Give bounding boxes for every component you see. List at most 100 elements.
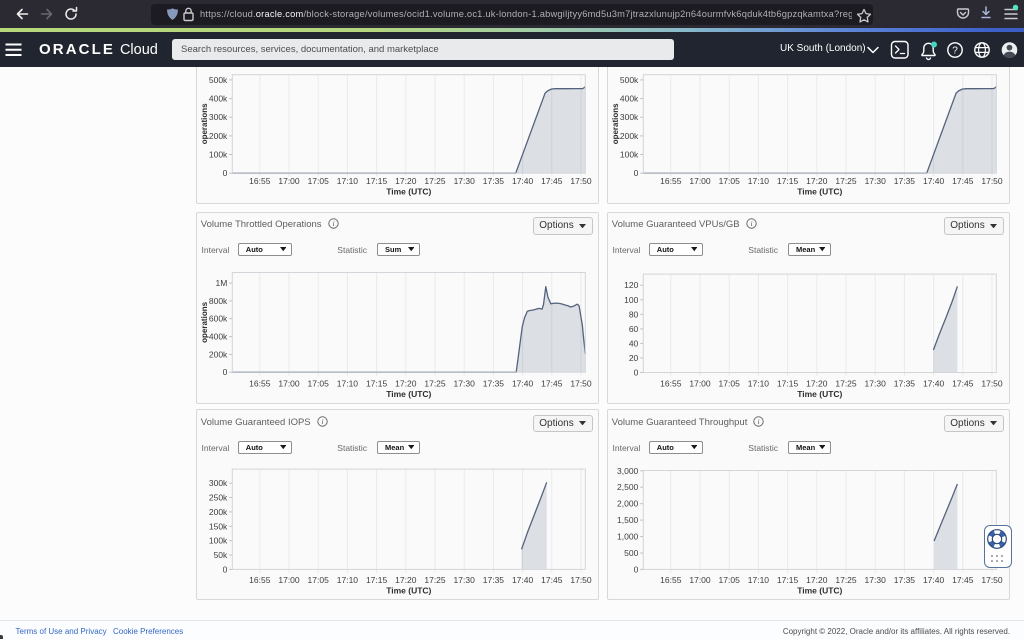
svg-text:17:25: 17:25 xyxy=(424,575,446,585)
svg-text:17:20: 17:20 xyxy=(395,378,417,388)
svg-text:17:20: 17:20 xyxy=(806,176,828,186)
svg-text:100k: 100k xyxy=(620,149,639,159)
svg-text:operations: operations xyxy=(200,301,209,342)
svg-text:17:45: 17:45 xyxy=(952,176,974,186)
svg-text:17:25: 17:25 xyxy=(835,176,857,186)
svg-text:i: i xyxy=(332,219,334,228)
svg-text:17:15: 17:15 xyxy=(777,378,799,388)
svg-text:17:45: 17:45 xyxy=(952,378,974,388)
svg-text:20: 20 xyxy=(629,352,639,362)
svg-text:40: 40 xyxy=(629,338,639,348)
svg-text:17:35: 17:35 xyxy=(483,575,505,585)
svg-text:400k: 400k xyxy=(209,94,228,104)
svg-text:200k: 200k xyxy=(209,349,228,359)
svg-text:150k: 150k xyxy=(209,521,228,531)
svg-text:17:40: 17:40 xyxy=(923,378,945,388)
svg-text:17:05: 17:05 xyxy=(308,378,330,388)
svg-text:17:10: 17:10 xyxy=(337,575,359,585)
svg-text:17:35: 17:35 xyxy=(483,378,505,388)
svg-text:17:30: 17:30 xyxy=(454,176,476,186)
svg-text:16:55: 16:55 xyxy=(249,575,271,585)
svg-text:17:10: 17:10 xyxy=(748,378,770,388)
svg-text:17:35: 17:35 xyxy=(894,378,916,388)
svg-text:16:55: 16:55 xyxy=(249,176,271,186)
svg-text:17:20: 17:20 xyxy=(806,575,828,585)
svg-text:80: 80 xyxy=(629,309,639,319)
svg-text:17:35: 17:35 xyxy=(894,575,916,585)
svg-text:17:50: 17:50 xyxy=(570,176,592,186)
svg-text:300k: 300k xyxy=(209,478,228,488)
svg-text:200k: 200k xyxy=(620,131,639,141)
svg-text:0: 0 xyxy=(223,564,228,574)
svg-text:17:10: 17:10 xyxy=(337,378,359,388)
svg-text:17:50: 17:50 xyxy=(981,176,1003,186)
svg-text:17:50: 17:50 xyxy=(570,378,592,388)
svg-text:120: 120 xyxy=(624,280,638,290)
svg-text:17:50: 17:50 xyxy=(981,378,1003,388)
svg-text:17:25: 17:25 xyxy=(835,378,857,388)
svg-text:100k: 100k xyxy=(209,149,228,159)
svg-text:17:10: 17:10 xyxy=(748,176,770,186)
svg-text:600k: 600k xyxy=(209,313,228,323)
svg-text:17:05: 17:05 xyxy=(308,575,330,585)
svg-text:17:15: 17:15 xyxy=(777,575,799,585)
svg-text:0: 0 xyxy=(634,367,639,377)
svg-text:17:40: 17:40 xyxy=(512,378,534,388)
svg-text:500k: 500k xyxy=(620,75,639,85)
svg-text:500: 500 xyxy=(624,548,638,558)
svg-text:17:00: 17:00 xyxy=(689,176,711,186)
svg-text:17:05: 17:05 xyxy=(719,575,741,585)
svg-text:3,000: 3,000 xyxy=(617,466,639,476)
svg-text:17:05: 17:05 xyxy=(719,378,741,388)
svg-text:17:35: 17:35 xyxy=(483,176,505,186)
svg-text:17:00: 17:00 xyxy=(689,575,711,585)
svg-text:Time (UTC): Time (UTC) xyxy=(386,585,431,595)
svg-text:500k: 500k xyxy=(209,75,228,85)
svg-text:17:00: 17:00 xyxy=(689,378,711,388)
svg-text:17:15: 17:15 xyxy=(366,575,388,585)
svg-text:16:55: 16:55 xyxy=(660,575,682,585)
svg-text:16:55: 16:55 xyxy=(249,378,271,388)
svg-text:Time (UTC): Time (UTC) xyxy=(797,585,842,595)
svg-text:400k: 400k xyxy=(620,94,639,104)
svg-text:17:50: 17:50 xyxy=(981,575,1003,585)
svg-text:2,500: 2,500 xyxy=(617,482,639,492)
svg-text:250k: 250k xyxy=(209,493,228,503)
svg-text:Time (UTC): Time (UTC) xyxy=(386,388,431,398)
svg-text:i: i xyxy=(758,417,760,426)
svg-text:17:45: 17:45 xyxy=(541,575,563,585)
svg-text:17:10: 17:10 xyxy=(337,176,359,186)
svg-text:operations: operations xyxy=(200,103,209,144)
svg-text:17:40: 17:40 xyxy=(923,176,945,186)
svg-text:17:40: 17:40 xyxy=(512,575,534,585)
svg-text:0: 0 xyxy=(223,168,228,178)
svg-text:17:15: 17:15 xyxy=(366,176,388,186)
svg-text:17:35: 17:35 xyxy=(894,176,916,186)
svg-text:17:10: 17:10 xyxy=(748,575,770,585)
svg-text:17:25: 17:25 xyxy=(835,575,857,585)
svg-text:0: 0 xyxy=(634,168,639,178)
svg-text:17:50: 17:50 xyxy=(570,575,592,585)
svg-text:300k: 300k xyxy=(620,112,639,122)
svg-text:0: 0 xyxy=(634,564,639,574)
svg-text:200k: 200k xyxy=(209,131,228,141)
svg-text:17:45: 17:45 xyxy=(541,378,563,388)
svg-text:i: i xyxy=(321,417,323,426)
svg-text:60: 60 xyxy=(629,323,639,333)
svg-text:17:45: 17:45 xyxy=(541,176,563,186)
svg-text:100k: 100k xyxy=(209,536,228,546)
svg-text:1,000: 1,000 xyxy=(617,532,639,542)
svg-text:Time (UTC): Time (UTC) xyxy=(797,186,842,196)
svg-text:17:30: 17:30 xyxy=(865,575,887,585)
svg-text:1,500: 1,500 xyxy=(617,515,639,525)
svg-text:17:30: 17:30 xyxy=(865,378,887,388)
svg-text:100: 100 xyxy=(624,294,638,304)
svg-text:17:40: 17:40 xyxy=(512,176,534,186)
svg-text:16:55: 16:55 xyxy=(660,176,682,186)
svg-text:16:55: 16:55 xyxy=(660,378,682,388)
svg-text:17:05: 17:05 xyxy=(308,176,330,186)
svg-text:?: ? xyxy=(952,45,958,56)
svg-text:17:45: 17:45 xyxy=(952,575,974,585)
svg-text:1M: 1M xyxy=(215,278,227,288)
svg-text:17:00: 17:00 xyxy=(278,378,300,388)
